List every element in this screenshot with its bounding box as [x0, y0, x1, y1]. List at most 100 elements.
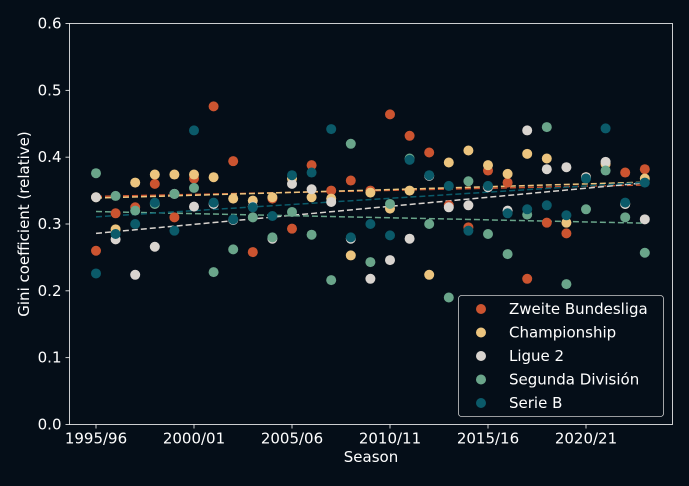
point-zweite-bundesliga: [326, 185, 337, 196]
point-zweite-bundesliga: [228, 156, 239, 167]
point-zweite-bundesliga: [110, 208, 121, 219]
point-serie-b: [169, 225, 180, 236]
point-ligue-2: [639, 214, 650, 225]
point-zweite-bundesliga: [404, 130, 415, 141]
legend-marker: [476, 351, 486, 361]
point-serie-b: [287, 170, 297, 181]
point-ligue-2: [130, 269, 141, 280]
point-championship: [149, 169, 160, 180]
x-axis-label: Season: [344, 448, 398, 466]
point-championship: [483, 160, 493, 171]
point-ligue-2: [385, 255, 395, 266]
y-tick-label: 0.2: [38, 282, 62, 300]
point-segunda-división: [443, 292, 454, 303]
point-serie-b: [247, 202, 258, 213]
point-segunda-división: [306, 229, 317, 240]
point-segunda-división: [581, 204, 591, 215]
point-ligue-2: [149, 241, 160, 252]
point-segunda-división: [130, 205, 141, 216]
point-ligue-2: [91, 192, 101, 203]
point-zweite-bundesliga: [247, 247, 258, 258]
point-championship: [345, 250, 356, 261]
point-serie-b: [404, 154, 415, 165]
point-championship: [267, 192, 278, 203]
point-zweite-bundesliga: [169, 212, 180, 223]
point-zweite-bundesliga: [620, 167, 631, 178]
point-segunda-división: [189, 182, 199, 193]
legend-label: Championship: [509, 324, 616, 342]
point-zweite-bundesliga: [91, 245, 101, 256]
point-zweite-bundesliga: [561, 228, 572, 239]
point-serie-b: [208, 197, 219, 208]
legend-label: Ligue 2: [509, 347, 564, 365]
point-segunda-división: [267, 232, 278, 243]
point-segunda-división: [91, 168, 101, 179]
y-axis-label: Gini coefficient (relative): [15, 131, 33, 316]
legend-marker: [476, 374, 486, 385]
point-ligue-2: [306, 184, 317, 195]
point-segunda-división: [326, 275, 337, 286]
point-serie-b: [443, 180, 454, 191]
y-tick-label: 0.3: [38, 215, 62, 233]
point-serie-b: [522, 204, 533, 215]
point-segunda-división: [169, 188, 180, 199]
point-ligue-2: [463, 200, 474, 211]
point-ligue-2: [600, 156, 611, 167]
x-tick-label: 2015/16: [457, 430, 519, 448]
point-serie-b: [600, 123, 611, 134]
point-segunda-división: [639, 247, 650, 258]
point-championship: [169, 169, 180, 180]
point-segunda-división: [228, 244, 239, 255]
point-serie-b: [345, 232, 356, 243]
x-tick-label: 2020/21: [555, 430, 617, 448]
point-serie-b: [149, 197, 160, 208]
point-serie-b: [639, 177, 650, 188]
point-zweite-bundesliga: [639, 164, 650, 175]
point-zweite-bundesliga: [502, 177, 513, 188]
x-tick-label: 1995/96: [65, 430, 127, 448]
legend-label: Zweite Bundesliga: [509, 300, 648, 318]
point-segunda-división: [247, 212, 258, 223]
point-serie-b: [110, 229, 121, 240]
point-championship: [541, 153, 552, 164]
point-championship: [306, 192, 317, 203]
point-championship: [130, 177, 141, 188]
y-tick-label: 0.5: [38, 81, 62, 99]
point-serie-b: [130, 219, 141, 229]
point-zweite-bundesliga: [522, 273, 533, 284]
x-tick-label: 2005/06: [261, 430, 323, 448]
point-championship: [208, 172, 219, 183]
point-zweite-bundesliga: [208, 101, 219, 112]
point-segunda-división: [600, 165, 611, 176]
point-serie-b: [620, 197, 631, 208]
point-serie-b: [483, 180, 493, 191]
y-tick-label: 0.0: [38, 416, 62, 434]
point-ligue-2: [443, 202, 454, 213]
point-segunda-división: [502, 249, 513, 260]
point-ligue-2: [561, 162, 572, 173]
point-segunda-división: [424, 219, 435, 229]
trendline-segunda-división: [95, 210, 645, 224]
legend-marker: [476, 304, 486, 314]
trendline-serie-b: [95, 181, 645, 218]
x-axis: 1995/96 2000/01 2005/06 2010/11 2015/16 2020/…: [65, 424, 617, 448]
point-championship: [365, 187, 376, 198]
point-serie-b: [424, 170, 435, 181]
point-segunda-división: [483, 229, 493, 240]
point-championship: [443, 157, 454, 168]
y-axis: 0.0 0.1 0.2 0.3 0.4 0.5 0.6: [38, 15, 70, 434]
y-tick-label: 0.6: [38, 15, 62, 33]
point-championship: [189, 169, 199, 180]
point-ligue-2: [541, 164, 552, 175]
point-serie-b: [228, 214, 239, 225]
legend-label: Serie B: [509, 394, 562, 412]
x-tick-label: 2010/11: [359, 430, 421, 448]
point-serie-b: [385, 230, 395, 241]
point-serie-b: [463, 225, 474, 236]
point-segunda-división: [345, 138, 356, 149]
point-serie-b: [91, 268, 101, 279]
point-zweite-bundesliga: [287, 223, 297, 234]
point-championship: [561, 217, 572, 228]
point-serie-b: [502, 208, 513, 219]
